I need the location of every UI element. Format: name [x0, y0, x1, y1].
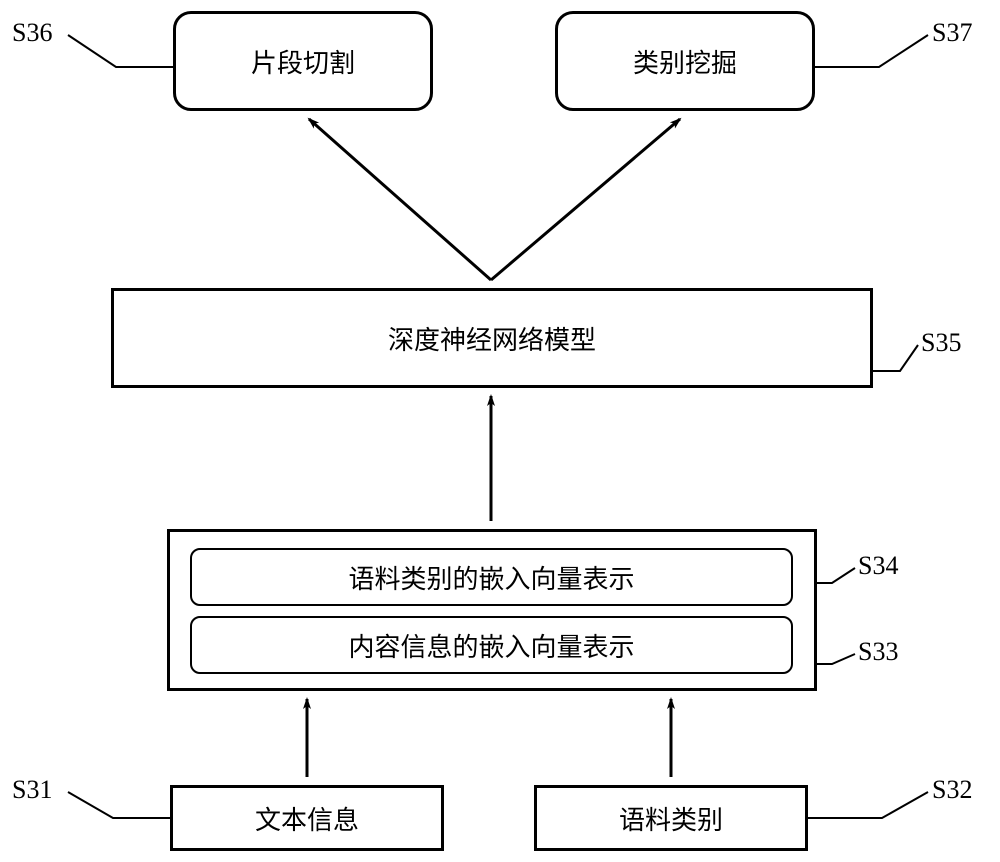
diagram-stage: 片段切割 类别挖掘 深度神经网络模型 语料类别的嵌入向量表示 内容信息的嵌入向量…: [0, 0, 1000, 862]
node-text-info-label: 文本信息: [255, 800, 359, 837]
node-content-info-embedding: 内容信息的嵌入向量表示: [190, 616, 793, 674]
node-content-info-embedding-label: 内容信息的嵌入向量表示: [348, 627, 634, 664]
node-corpus-category-embedding-label: 语料类别的嵌入向量表示: [348, 559, 634, 596]
tag-s31: S31: [12, 775, 52, 805]
node-segment-cutting: 片段切割: [173, 11, 433, 111]
node-corpus-category-label: 语料类别: [619, 800, 723, 837]
node-category-mining-label: 类别挖掘: [633, 43, 737, 80]
node-corpus-category: 语料类别: [534, 785, 808, 851]
tag-s34: S34: [858, 551, 898, 581]
tag-s32: S32: [932, 775, 972, 805]
node-corpus-category-embedding: 语料类别的嵌入向量表示: [190, 548, 793, 606]
tag-s33: S33: [858, 637, 898, 667]
tag-s36: S36: [12, 18, 52, 48]
node-text-info: 文本信息: [170, 785, 444, 851]
tag-s37: S37: [932, 18, 972, 48]
node-category-mining: 类别挖掘: [555, 11, 815, 111]
tag-s35: S35: [921, 328, 961, 358]
node-segment-cutting-label: 片段切割: [251, 43, 355, 80]
node-dnn-model-label: 深度神经网络模型: [388, 320, 596, 357]
diagram-overlay: [0, 0, 1000, 862]
node-dnn-model: 深度神经网络模型: [111, 288, 873, 388]
